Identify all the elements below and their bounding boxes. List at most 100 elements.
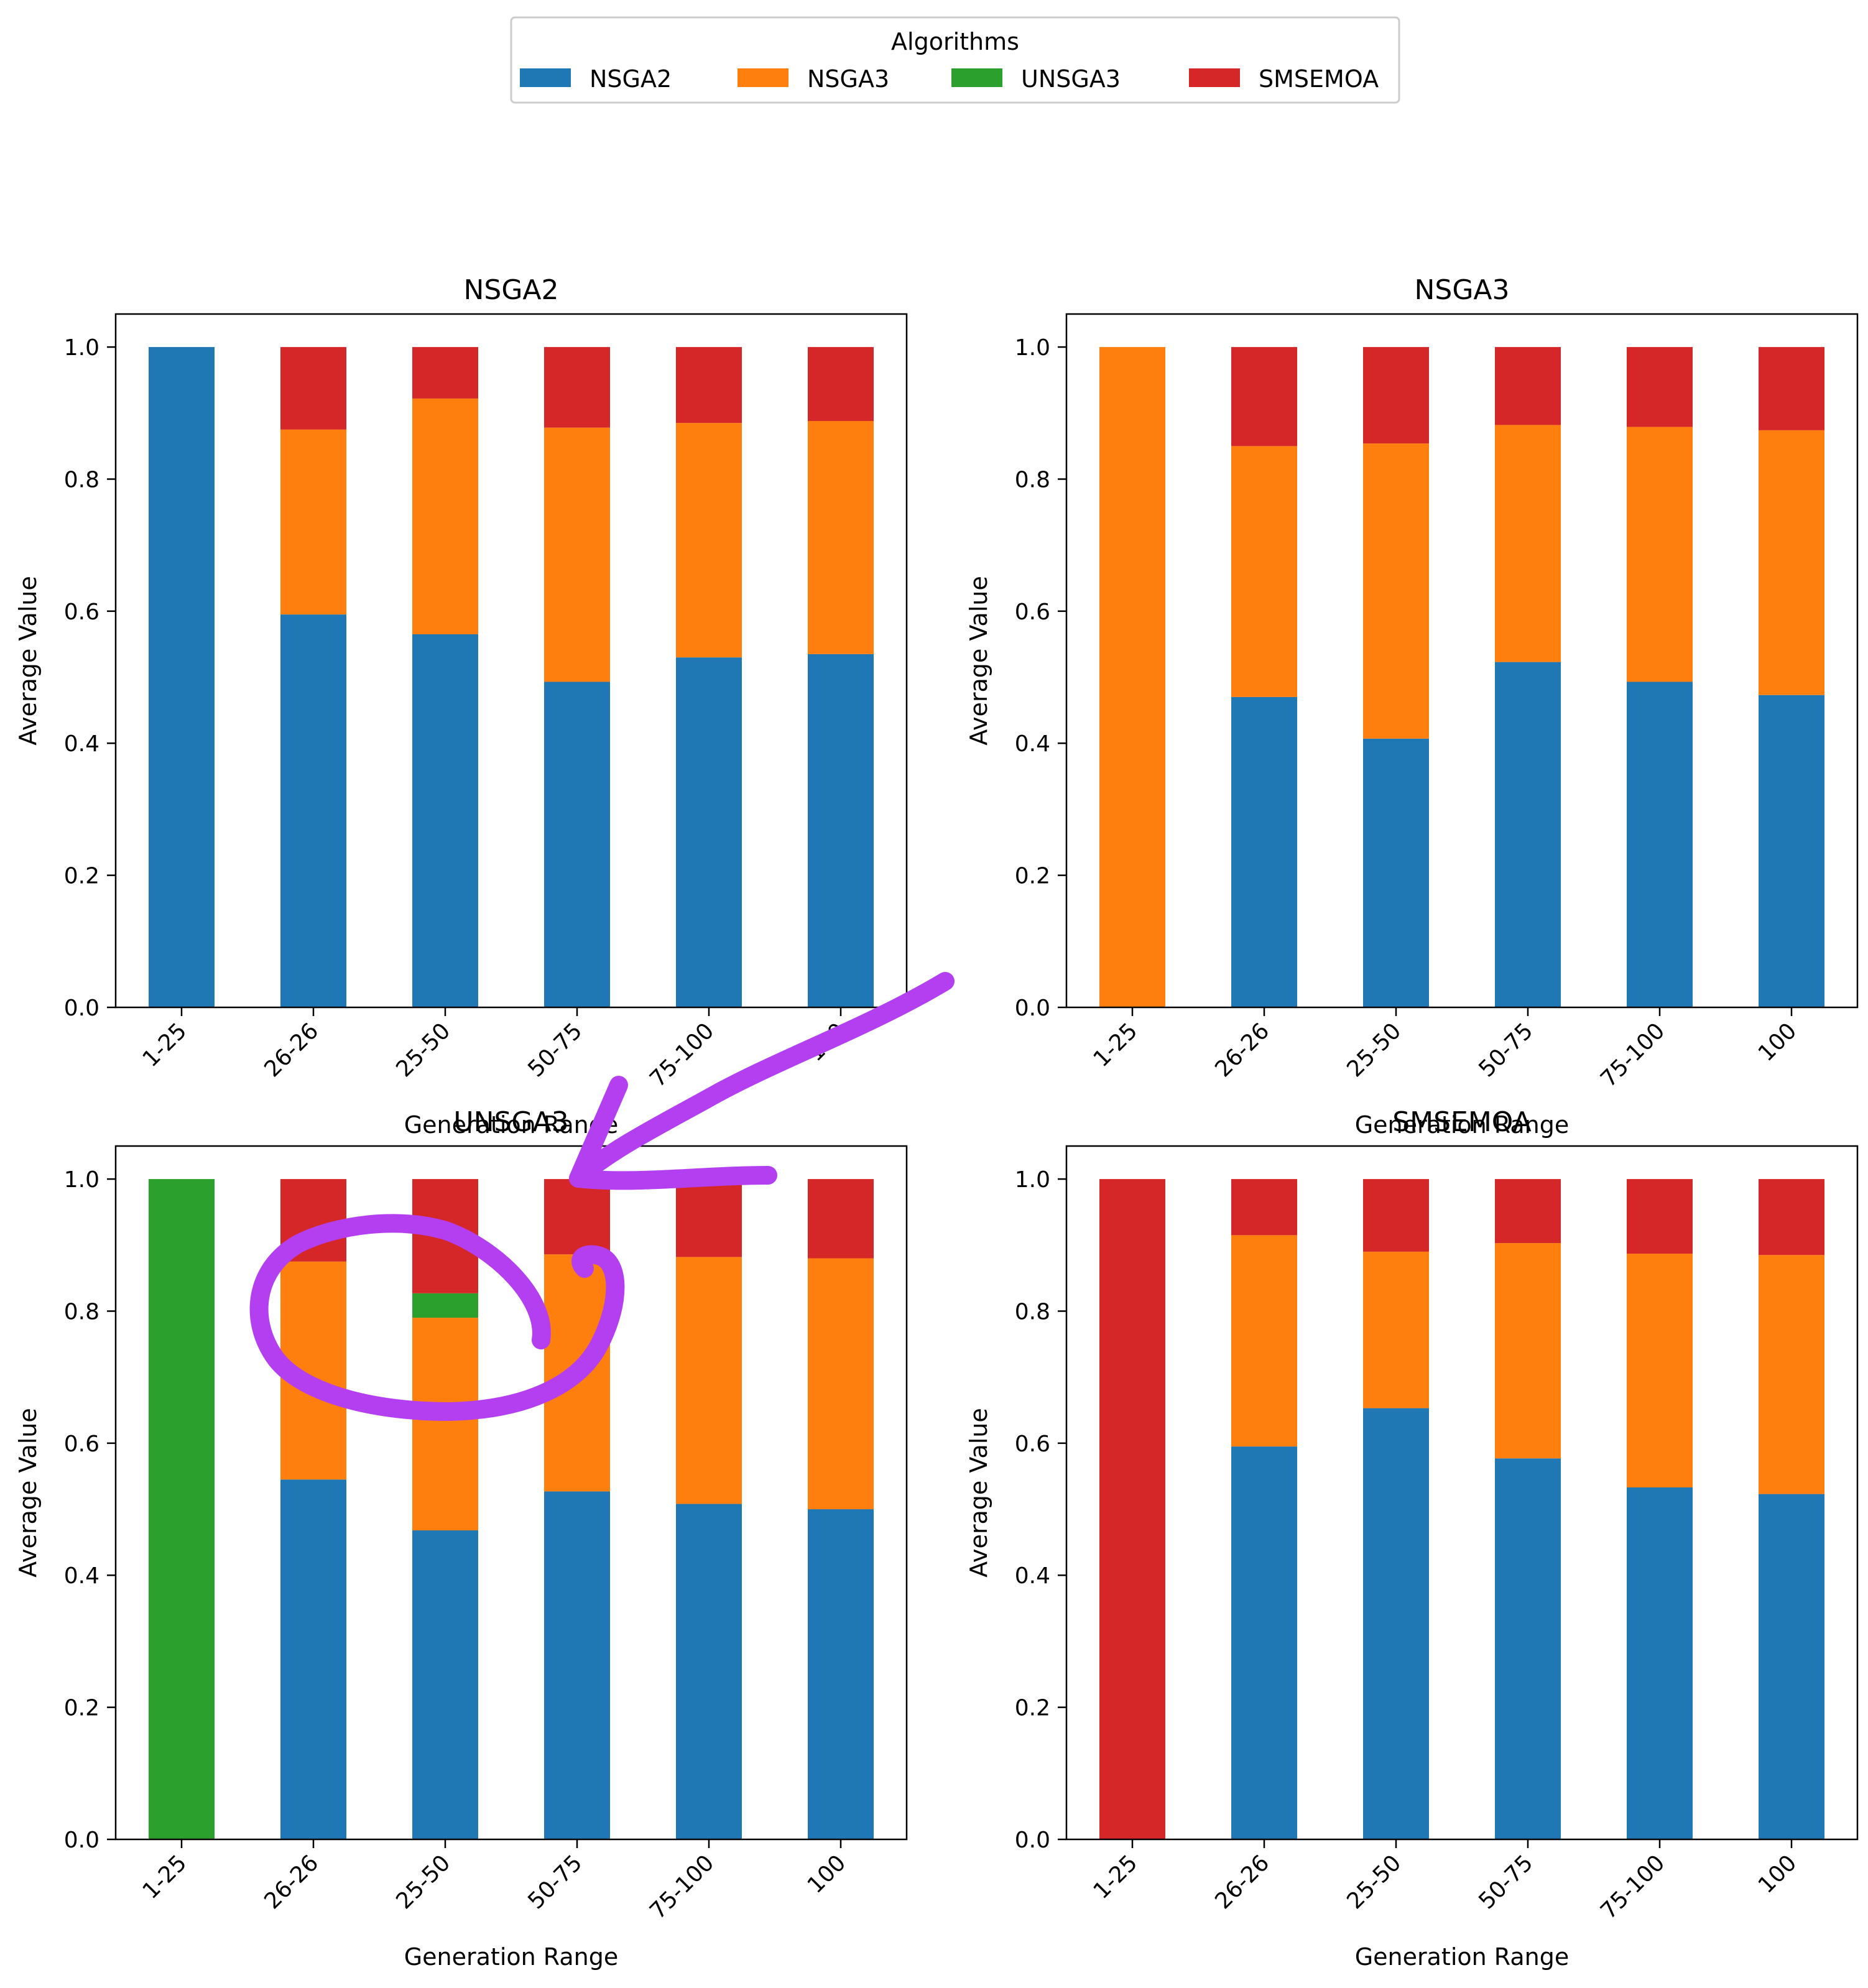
y-tick-label: 0.2 bbox=[1015, 1696, 1050, 1721]
bar-segment-nsga3-26-26 bbox=[1231, 446, 1297, 697]
subplot-title: UNSGA3 bbox=[453, 1106, 568, 1138]
bar-segment-smsemoa-100 bbox=[808, 347, 874, 422]
annotation-arrow-shaft bbox=[569, 972, 955, 1188]
legend-label-nsga3: NSGA3 bbox=[807, 65, 889, 93]
bar-segment-smsemoa-50-75 bbox=[544, 1179, 610, 1255]
bar-segment-smsemoa-26-26 bbox=[1231, 1179, 1297, 1236]
axes-frame bbox=[114, 1145, 908, 1841]
bar-segment-smsemoa-75-100 bbox=[676, 1179, 742, 1257]
y-tick-label: 0.6 bbox=[64, 1431, 99, 1457]
y-tick-label: 0.6 bbox=[1015, 1431, 1050, 1457]
bar-segment-nsga3-25-50 bbox=[1363, 1251, 1429, 1408]
bar-segment-nsga3-50-75 bbox=[544, 427, 610, 682]
y-tick-label: 0.8 bbox=[1015, 467, 1050, 492]
bar-segment-smsemoa-1-25 bbox=[1099, 1179, 1165, 1839]
y-tick-label: 0.6 bbox=[1015, 599, 1050, 625]
bar-segment-nsga2-50-75 bbox=[544, 682, 610, 1007]
bar-segment-nsga2-25-50 bbox=[412, 1530, 478, 1839]
bar-segment-smsemoa-50-75 bbox=[544, 347, 610, 428]
bar-segment-nsga2-50-75 bbox=[1495, 662, 1561, 1007]
bar-segment-nsga2-25-50 bbox=[1363, 738, 1429, 1007]
y-tick-label: 0.0 bbox=[1015, 996, 1050, 1021]
y-axis-label: Average Value bbox=[14, 1408, 42, 1577]
legend-swatch-smsemoa bbox=[1189, 68, 1240, 87]
axes-frame bbox=[114, 313, 908, 1009]
y-tick-label: 0.2 bbox=[64, 1696, 99, 1721]
bar-segment-smsemoa-75-100 bbox=[676, 347, 742, 423]
y-tick-label: 1.0 bbox=[1015, 1167, 1050, 1193]
y-tick-label: 0.4 bbox=[64, 731, 99, 757]
bar-segment-nsga2-100 bbox=[1759, 695, 1824, 1007]
bar-segment-nsga2-75-100 bbox=[1627, 1487, 1693, 1839]
bar-segment-nsga3-26-26 bbox=[280, 429, 346, 615]
bar-segment-nsga2-26-26 bbox=[1231, 1446, 1297, 1839]
bar-segment-nsga2-1-25 bbox=[149, 347, 215, 1007]
legend-title: Algorithms bbox=[891, 28, 1019, 55]
bar-segment-nsga3-25-50 bbox=[412, 398, 478, 635]
bar-segment-nsga2-26-26 bbox=[280, 614, 346, 1007]
bar-segment-unsga3-1-25 bbox=[149, 1179, 215, 1839]
y-tick-label: 0.8 bbox=[64, 467, 99, 492]
bar-segment-nsga3-25-50 bbox=[412, 1318, 478, 1531]
bar-segment-nsga2-75-100 bbox=[1627, 682, 1693, 1007]
bar-segment-nsga2-25-50 bbox=[1363, 1408, 1429, 1839]
bar-segment-nsga2-50-75 bbox=[544, 1491, 610, 1839]
bar-segment-nsga3-25-50 bbox=[1363, 443, 1429, 739]
legend-swatch-nsga3 bbox=[737, 68, 788, 87]
bar-segment-smsemoa-25-50 bbox=[412, 347, 478, 399]
y-tick-label: 0.8 bbox=[64, 1299, 99, 1325]
y-tick-label: 0.2 bbox=[1015, 864, 1050, 889]
bar-segment-nsga3-50-75 bbox=[1495, 425, 1561, 662]
x-axis-label: Generation Range bbox=[404, 1111, 619, 1139]
bar-segment-nsga2-75-100 bbox=[676, 657, 742, 1007]
bar-segment-smsemoa-100 bbox=[1759, 347, 1824, 430]
bar-segment-smsemoa-100 bbox=[1759, 1179, 1824, 1255]
annotation-arrowhead bbox=[569, 1076, 777, 1190]
bar-segment-smsemoa-25-50 bbox=[1363, 1179, 1429, 1252]
bar-segment-nsga3-75-100 bbox=[1627, 1254, 1693, 1488]
legend: Algorithms NSGA2 NSGA3 UNSGA3 SMSEMOA bbox=[510, 16, 1400, 104]
bar-segment-smsemoa-26-26 bbox=[1231, 347, 1297, 446]
y-tick-label: 0.0 bbox=[64, 1828, 99, 1853]
bar-segment-nsga3-100 bbox=[808, 1258, 874, 1510]
y-tick-label: 1.0 bbox=[64, 335, 99, 361]
bar-segment-smsemoa-50-75 bbox=[1495, 347, 1561, 425]
bar-segment-nsga2-26-26 bbox=[1231, 696, 1297, 1007]
y-tick-label: 0.6 bbox=[64, 599, 99, 625]
legend-swatch-unsga3 bbox=[951, 68, 1002, 87]
legend-label-smsemoa: SMSEMOA bbox=[1259, 65, 1379, 93]
axes-frame bbox=[1065, 1145, 1859, 1841]
bar-segment-nsga2-25-50 bbox=[412, 634, 478, 1007]
subplot-title: NSGA3 bbox=[1414, 274, 1509, 306]
y-tick-label: 0.2 bbox=[64, 864, 99, 889]
subplot-title: SMSEMOA bbox=[1392, 1106, 1532, 1138]
subplot-title: NSGA2 bbox=[463, 274, 558, 306]
bar-segment-nsga2-26-26 bbox=[280, 1479, 346, 1839]
bar-segment-nsga3-26-26 bbox=[1231, 1235, 1297, 1447]
bar-segment-smsemoa-26-26 bbox=[280, 347, 346, 430]
x-axis-label: Generation Range bbox=[1355, 1111, 1570, 1139]
bar-segment-smsemoa-50-75 bbox=[1495, 1179, 1561, 1244]
legend-swatch-nsga2 bbox=[520, 68, 571, 87]
y-tick-label: 1.0 bbox=[1015, 335, 1050, 361]
y-tick-label: 0.4 bbox=[64, 1563, 99, 1589]
bar-segment-nsga3-75-100 bbox=[1627, 427, 1693, 682]
bar-segment-smsemoa-75-100 bbox=[1627, 347, 1693, 427]
bar-segment-nsga2-50-75 bbox=[1495, 1458, 1561, 1839]
bar-segment-nsga2-100 bbox=[808, 1509, 874, 1839]
legend-items: NSGA2 NSGA3 UNSGA3 SMSEMOA bbox=[520, 65, 1379, 93]
bar-segment-nsga3-75-100 bbox=[676, 423, 742, 658]
y-tick-label: 1.0 bbox=[64, 1167, 99, 1193]
bar-segment-nsga3-100 bbox=[1759, 430, 1824, 695]
bar-segment-nsga3-100 bbox=[1759, 1255, 1824, 1494]
annotation-circle bbox=[249, 1214, 625, 1421]
bar-segment-nsga3-50-75 bbox=[1495, 1243, 1561, 1459]
annotation-scribble bbox=[249, 972, 955, 1421]
y-tick-label: 0.8 bbox=[1015, 1299, 1050, 1325]
y-tick-label: 0.0 bbox=[1015, 1828, 1050, 1853]
y-tick-label: 0.4 bbox=[1015, 1563, 1050, 1589]
